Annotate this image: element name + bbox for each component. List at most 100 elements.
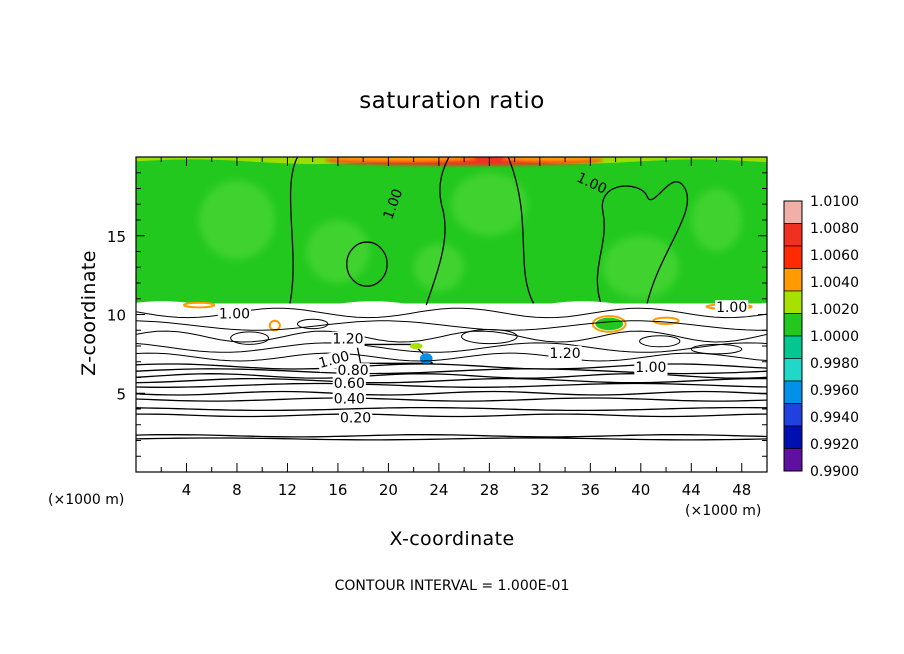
- contour-label: 1.20: [332, 332, 363, 348]
- x-tick-label: 36: [581, 481, 600, 499]
- colorbar-label: 1.0100: [810, 194, 859, 210]
- colorbar-swatch: [783, 200, 803, 224]
- contour-closed: [639, 335, 681, 348]
- x-unit-label-right: (×1000 m): [685, 503, 762, 519]
- colorbar-label: 1.0000: [810, 329, 859, 345]
- x-tick-label: 20: [379, 481, 398, 499]
- field-top-maximum: [325, 157, 477, 162]
- field-patch: [306, 220, 370, 283]
- colorbar-swatch: [783, 380, 803, 404]
- contour-line: [136, 382, 767, 388]
- x-tick-label: 12: [278, 481, 297, 499]
- contour-closed: [461, 328, 518, 345]
- contour-line: [136, 330, 767, 343]
- field-edge-anomaly: [652, 316, 680, 325]
- y-tick-label: 10: [107, 307, 126, 325]
- contour-label: 0.20: [340, 410, 371, 426]
- x-tick-label: 8: [232, 481, 242, 499]
- contour-label-background: [331, 331, 365, 348]
- x-tick-label: 32: [530, 481, 549, 499]
- contour-label-background: [316, 348, 353, 373]
- x-tick-label: 4: [182, 481, 192, 499]
- field-patch: [602, 235, 679, 299]
- contour-label-background: [336, 363, 370, 380]
- y-axis-label: Z-coordinate: [78, 250, 100, 376]
- contour-label: 1.00: [716, 300, 747, 316]
- contour-label-background: [217, 306, 252, 323]
- colorbar-label: 1.0020: [810, 302, 859, 318]
- contour-line: [136, 320, 767, 331]
- contour-line: [136, 390, 767, 396]
- contour-label: 1.00: [635, 360, 666, 376]
- x-tick-label: 44: [682, 481, 701, 499]
- x-axis: 4 8 12 16 20 24 28 32 36 40 44 48: [135, 157, 768, 499]
- contour-label-background: [634, 360, 668, 377]
- colorbar-swatch: [783, 358, 803, 382]
- x-tick-label: 24: [429, 481, 448, 499]
- contour-line: [507, 157, 535, 304]
- field-edge-anomaly: [591, 315, 627, 333]
- x-tick-label: 16: [328, 481, 347, 499]
- colorbar-label: 1.0080: [810, 221, 859, 237]
- colorbar-label: 1.0060: [810, 248, 859, 264]
- contour-line: [136, 342, 767, 353]
- contour-label-background: [332, 391, 366, 408]
- contour-closed: [346, 241, 388, 287]
- y-tick-label: 5: [116, 385, 126, 403]
- contour-line: [596, 181, 689, 304]
- colorbar-label: 0.9960: [810, 383, 859, 399]
- contour-closed: [690, 343, 743, 355]
- contour-line: [136, 406, 767, 412]
- field-cloud-gap: [356, 343, 435, 364]
- contour-line: [136, 437, 767, 441]
- contour-line: [289, 157, 299, 304]
- contour-line: [425, 157, 450, 306]
- contour-closed: [230, 331, 270, 345]
- contour-line: [136, 397, 767, 402]
- colorbar-label: 0.9980: [810, 356, 859, 372]
- colorbar-swatch: [783, 290, 803, 314]
- colorbar-swatch: [783, 425, 803, 449]
- colorbar-swatch: [783, 268, 803, 292]
- colorbar-label: 1.0040: [810, 275, 859, 291]
- contour-label: 1.00: [219, 307, 250, 323]
- contour-label-background: [332, 375, 366, 392]
- colorbar-label: 0.9940: [810, 410, 859, 426]
- colorbar-swatch: [783, 313, 803, 337]
- colorbar-frame: [783, 200, 803, 472]
- contour-label: 0.80: [337, 363, 368, 379]
- x-tick-label: 28: [480, 481, 499, 499]
- y-tick-label: 15: [107, 228, 126, 246]
- contour-label: 0.60: [334, 376, 365, 392]
- y-axis: 5 10 15: [107, 156, 767, 473]
- contour-label: 0.40: [334, 392, 365, 408]
- contour-line: [136, 434, 767, 438]
- field-patch: [691, 188, 742, 252]
- contour-line: [136, 413, 767, 418]
- field-band-top: [136, 157, 767, 165]
- contour-line: [136, 377, 767, 384]
- colorbar-label: 0.9920: [810, 437, 859, 453]
- field-minimum: [419, 353, 433, 365]
- contour-line: [136, 352, 767, 362]
- x-unit-label-left: (×1000 m): [48, 492, 125, 508]
- x-axis-label: X-coordinate: [389, 528, 515, 550]
- field-maximum: [409, 342, 423, 350]
- contour-label-background: [573, 169, 610, 199]
- colorbar-swatch: [783, 223, 803, 247]
- contour-label-background: [380, 185, 407, 223]
- contour-interval-note: CONTOUR INTERVAL = 1.000E-01: [334, 578, 570, 594]
- x-tick-label: 40: [631, 481, 650, 499]
- x-tick-label: 48: [732, 481, 751, 499]
- field-top-maximum: [501, 157, 603, 162]
- colorbar-swatch: [783, 448, 803, 472]
- colorbar-label: 0.9900: [810, 464, 859, 480]
- contour-lines: [136, 157, 767, 441]
- contour-label: 1.20: [549, 346, 580, 362]
- contour-label-background: [339, 410, 373, 427]
- colorbar: 1.0100 1.0080 1.0060 1.0040 1.0020 1.0000 0.99…: [783, 194, 859, 480]
- field-patch: [199, 180, 275, 260]
- chart-title: saturation ratio: [359, 88, 545, 114]
- colorbar-swatch: [783, 403, 803, 427]
